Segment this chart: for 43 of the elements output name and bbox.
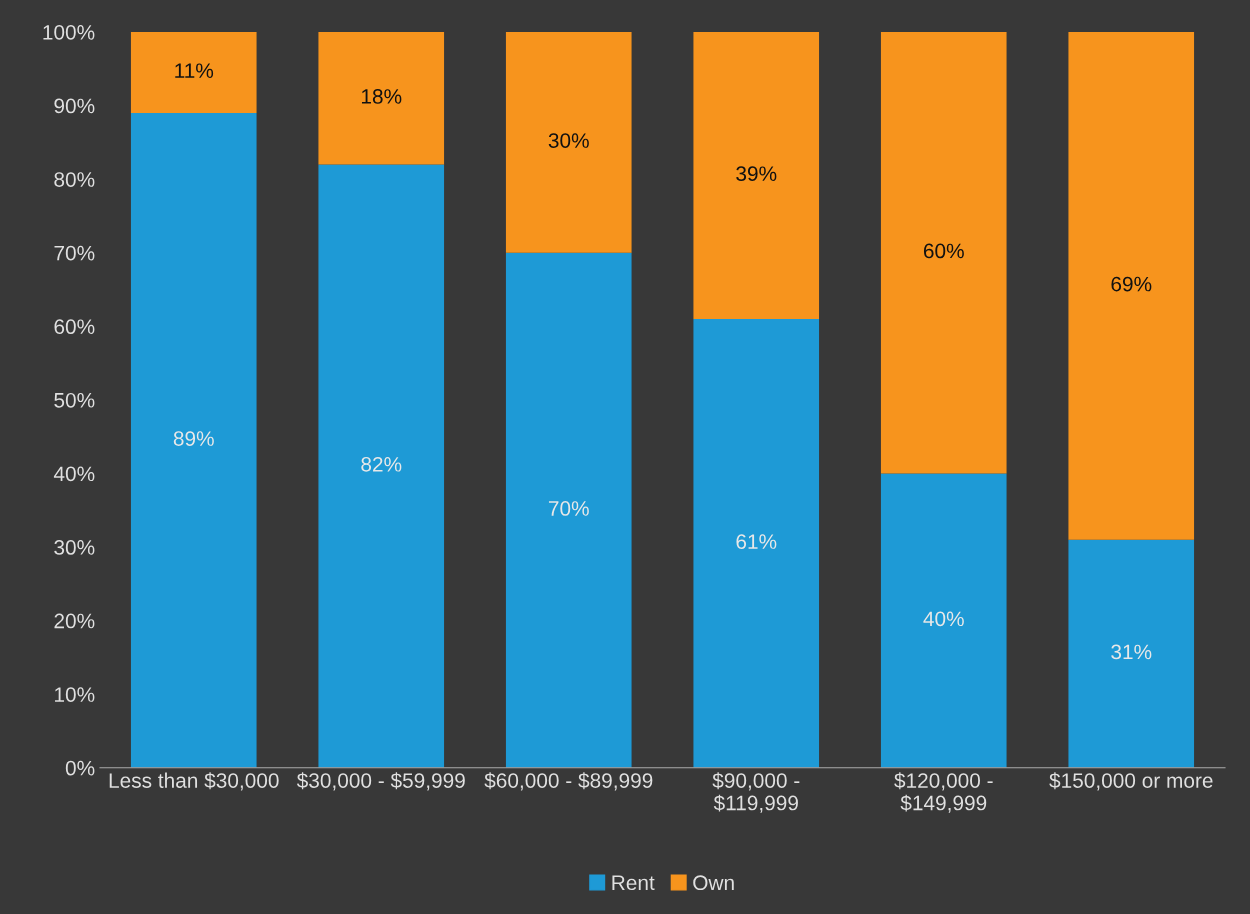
bar	[505, 252, 632, 768]
bar	[318, 164, 445, 768]
y-tick-label: 40%	[53, 466, 95, 482]
data-label: 89%	[173, 431, 214, 446]
y-tick-label: 20%	[54, 613, 95, 629]
bar	[1068, 539, 1195, 768]
bar	[318, 31, 445, 165]
bar	[130, 112, 257, 768]
data-label: 70%	[548, 501, 589, 516]
bar	[505, 31, 632, 253]
y-tick-label: 80%	[54, 172, 95, 187]
bar	[880, 473, 1007, 768]
y-tick-label: 10%	[55, 687, 95, 702]
x-tick-label: $150,000 or more	[1049, 772, 1213, 791]
data-label: 30%	[548, 133, 589, 148]
data-label: 82%	[361, 456, 402, 472]
x-tick-label: Less than $30,000	[109, 772, 279, 791]
legend-label: Rent	[612, 875, 655, 891]
bar	[130, 31, 257, 113]
y-tick-label: 30%	[54, 540, 95, 555]
data-label: 31%	[1111, 644, 1152, 660]
bar	[693, 31, 820, 319]
y-tick-label: 60%	[54, 319, 95, 335]
x-tick-label: $120,000 - $149,999	[894, 772, 993, 813]
y-tick-label: 70%	[54, 245, 95, 261]
x-tick-label: $90,000 - $119,999	[712, 772, 800, 813]
x-tick-label: $30,000 - $59,999	[296, 772, 465, 791]
y-tick-label: 100%	[43, 24, 95, 40]
y-tick-label: 0%	[65, 760, 95, 776]
bar	[1068, 31, 1195, 540]
x-tick-label: $60,000 - $89,999	[484, 772, 653, 791]
bar	[693, 318, 820, 768]
y-tick-label: 50%	[54, 392, 95, 408]
data-label: 69%	[1111, 276, 1152, 292]
data-label: 61%	[736, 534, 777, 549]
data-label: 60%	[923, 243, 964, 259]
data-label: 11%	[175, 63, 214, 78]
legend-label: Own	[693, 875, 734, 891]
data-label: 18%	[361, 89, 402, 104]
y-tick-label: 90%	[54, 98, 95, 114]
data-label: 40%	[923, 611, 964, 627]
bar	[880, 31, 1007, 474]
data-label: 39%	[736, 166, 777, 182]
